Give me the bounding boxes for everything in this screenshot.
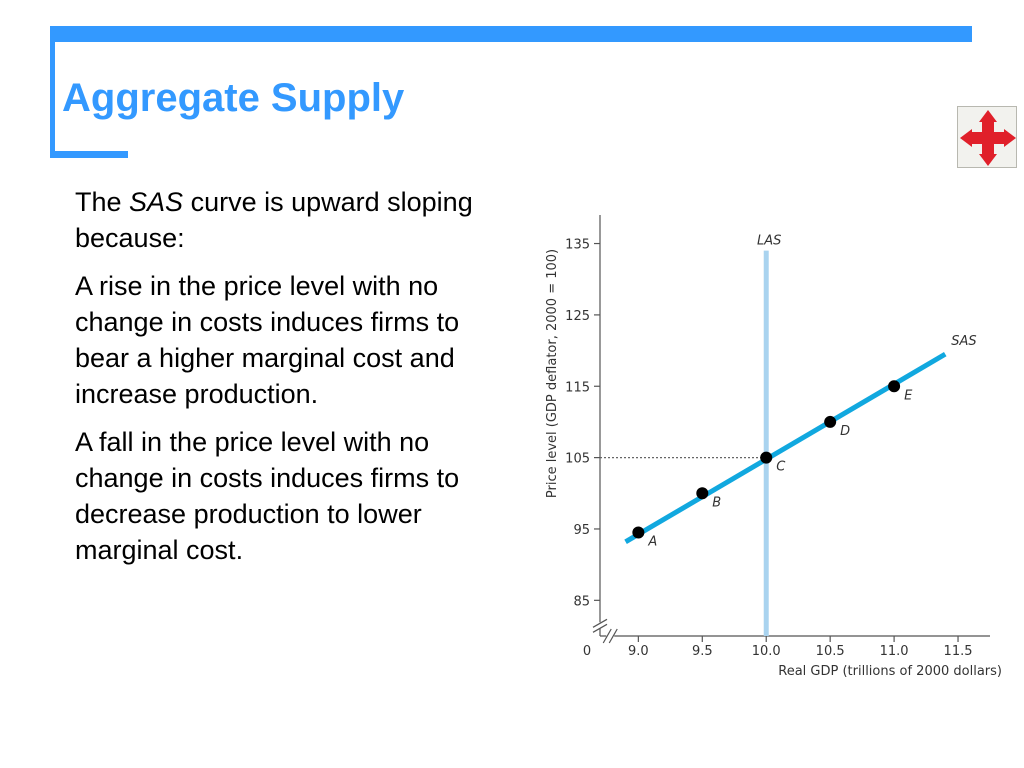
x-tick-label: 9.0 [628,644,649,659]
y-tick-label: 135 [565,238,590,253]
sas-point-a [632,526,645,539]
paragraph-sas-slope-lead: The [75,187,130,217]
las-label: LAS [757,234,781,249]
slide-title: Aggregate Supply [62,76,405,120]
sas-point-e [888,380,901,393]
x-tick-label: 10.0 [752,644,781,659]
y-tick-label: 85 [573,594,590,609]
x-tick-label: 9.5 [692,644,713,659]
x-axis-break-gap [606,628,615,644]
navigation-button[interactable] [957,106,1017,168]
y-axis-break-mark [592,623,608,633]
y-tick-label: 115 [565,380,590,395]
title-accent-bar [50,26,972,42]
y-axis-break-mark [592,618,608,628]
sas-point-c [760,451,773,464]
x-axis-break-mark [602,628,612,644]
sas-point-label-b: B [712,495,721,510]
sas-point-d [824,415,837,428]
aggregate-supply-chart: 85 95 105 115 125 135 9.0 9.5 10.0 10.5 11.0 11.5 0 R… [545,215,1002,679]
x-tick-label: 11.0 [880,644,909,659]
origin-label: 0 [583,644,591,659]
y-axis-title: Price level (GDP deflator, 2000 = 100) [545,249,560,498]
sas-point-label-d: D [840,424,850,439]
sas-term: SAS [129,187,184,217]
y-tick-label: 95 [573,523,590,538]
paragraph-price-fall: A fall in the price level with no change… [75,427,460,565]
x-axis-title: Real GDP (trillions of 2000 dollars) [778,664,1002,679]
x-tick-label: 11.5 [944,644,973,659]
y-tick-label: 125 [565,309,590,324]
paragraph-sas-slope-tail: curve is upward sloping because: [75,187,473,253]
sas-point-b [696,487,709,500]
chart-plot-area: 85 95 105 115 125 135 9.0 9.5 10.0 10.5 11.0 11.5 0 R… [545,215,1002,679]
x-tick-label: 10.5 [816,644,845,659]
y-tick-label: 105 [565,452,590,467]
body-text: The SAS curve is upward sloping because:… [75,184,485,580]
sas-point-label-e: E [904,388,913,403]
x-axis-break-mark [608,628,618,644]
title-bracket-vertical [50,26,55,158]
y-axis-break-gap [592,622,608,629]
four-way-arrow-icon [960,110,1016,166]
paragraph-sas-slope: The SAS curve is upward sloping because: [75,184,485,256]
paragraph-price-rise: A rise in the price level with no change… [75,271,460,409]
sas-label: SAS [951,334,976,349]
sas-point-label-a: A [647,535,657,550]
title-bracket-horizontal [50,151,128,158]
sas-point-label-c: C [776,460,786,475]
